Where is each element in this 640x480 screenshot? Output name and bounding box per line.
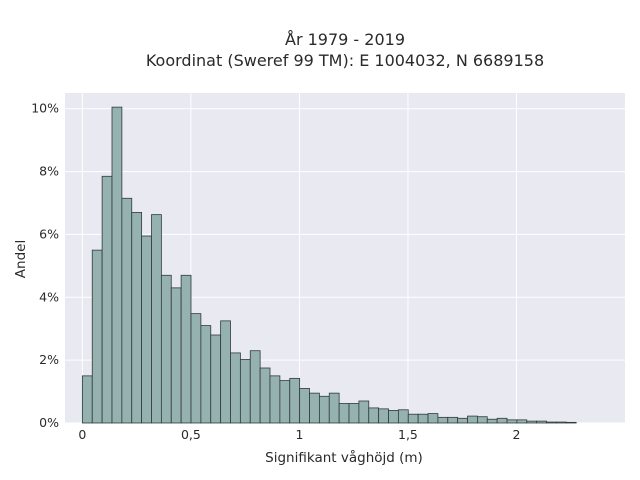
histogram-bar (496, 417, 508, 424)
histogram-bar (358, 400, 370, 424)
histogram-bar (486, 418, 498, 424)
histogram-bar (81, 375, 93, 424)
x-tick-label: 1 (295, 427, 303, 442)
y-axis-ticks: 0% 2% 4% 6% 8% 10% (31, 101, 59, 430)
x-axis-ticks: 0 0,5 1 1,5 2 (78, 427, 520, 442)
y-tick-label: 8% (39, 164, 59, 179)
histogram-bar (249, 350, 261, 424)
histogram-bar (160, 274, 172, 424)
histogram-bar (397, 409, 409, 424)
histogram-bar (457, 417, 468, 424)
histogram-bar (259, 367, 271, 424)
histogram-bar (170, 287, 182, 424)
histogram-bar (417, 413, 429, 424)
histogram-bar (556, 421, 567, 424)
y-axis-label: Andel (13, 240, 29, 278)
histogram-bar (388, 410, 399, 424)
histogram-bars (81, 106, 577, 424)
histogram-bar (239, 359, 251, 424)
histogram-bar (506, 419, 518, 424)
histogram-bar (121, 197, 133, 424)
x-tick-label: 0,5 (181, 427, 201, 442)
chart-title-line-1: År 1979 - 2019 (285, 30, 405, 49)
histogram-bar (516, 419, 528, 424)
x-tick-label: 1,5 (398, 427, 418, 442)
histogram-bar (269, 375, 281, 424)
histogram-bar (546, 421, 557, 424)
histogram-bar (318, 395, 330, 424)
histogram-bar (348, 403, 360, 424)
histogram-bar (467, 415, 478, 424)
histogram-bar (210, 334, 222, 424)
histogram-bar (101, 175, 113, 424)
histogram-bar (220, 320, 231, 424)
histogram-bar (368, 407, 380, 424)
y-tick-label: 0% (39, 415, 59, 430)
y-tick-label: 6% (39, 226, 59, 241)
histogram-bar (477, 416, 488, 424)
histogram-bar (279, 380, 291, 424)
histogram-bar (190, 313, 202, 424)
histogram-bar (230, 352, 241, 424)
histogram-bar (200, 325, 212, 424)
histogram-bar (338, 403, 350, 424)
histogram-bar (111, 106, 123, 424)
histogram-bar (91, 249, 103, 424)
histogram-bar (427, 413, 439, 424)
histogram-bar (151, 214, 162, 424)
histogram-bar (131, 212, 143, 424)
histogram-bar (536, 420, 547, 424)
x-tick-label: 0 (78, 427, 86, 442)
y-tick-label: 4% (39, 289, 59, 304)
histogram-bar (309, 392, 320, 424)
histogram-bar (299, 388, 310, 424)
histogram-bar (437, 416, 449, 424)
histogram-bar (565, 421, 577, 424)
histogram-bar (180, 274, 192, 424)
y-tick-label: 2% (39, 352, 59, 367)
y-tick-label: 10% (31, 101, 59, 116)
histogram-bar (407, 413, 419, 424)
histogram-bar (141, 235, 152, 424)
histogram-bar (328, 392, 340, 424)
chart-title-line-2: Koordinat (Sweref 99 TM): E 1004032, N 6… (146, 51, 544, 70)
histogram-bar (378, 408, 389, 424)
x-axis-label: Signifikant våghöjd (m) (265, 449, 423, 466)
x-tick-label: 2 (512, 427, 520, 442)
histogram-bar (526, 420, 538, 424)
histogram-bar (447, 416, 459, 424)
histogram-bar (289, 377, 301, 424)
